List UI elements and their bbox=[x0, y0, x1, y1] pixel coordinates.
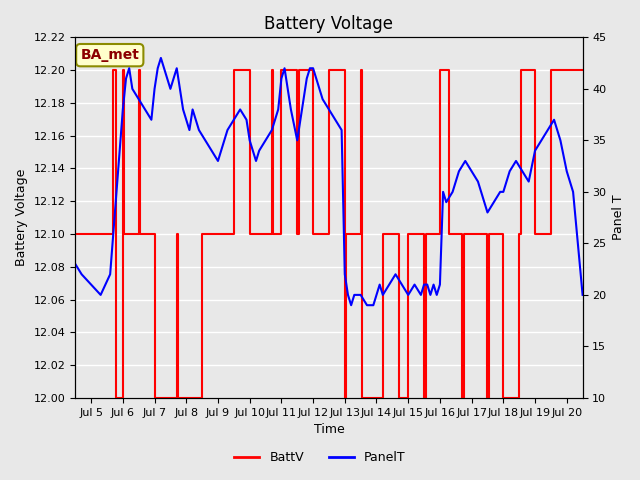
Y-axis label: Battery Voltage: Battery Voltage bbox=[15, 169, 28, 266]
Title: Battery Voltage: Battery Voltage bbox=[264, 15, 394, 33]
Legend: BattV, PanelT: BattV, PanelT bbox=[229, 446, 411, 469]
Y-axis label: Panel T: Panel T bbox=[612, 195, 625, 240]
X-axis label: Time: Time bbox=[314, 423, 344, 436]
Text: BA_met: BA_met bbox=[81, 48, 140, 62]
